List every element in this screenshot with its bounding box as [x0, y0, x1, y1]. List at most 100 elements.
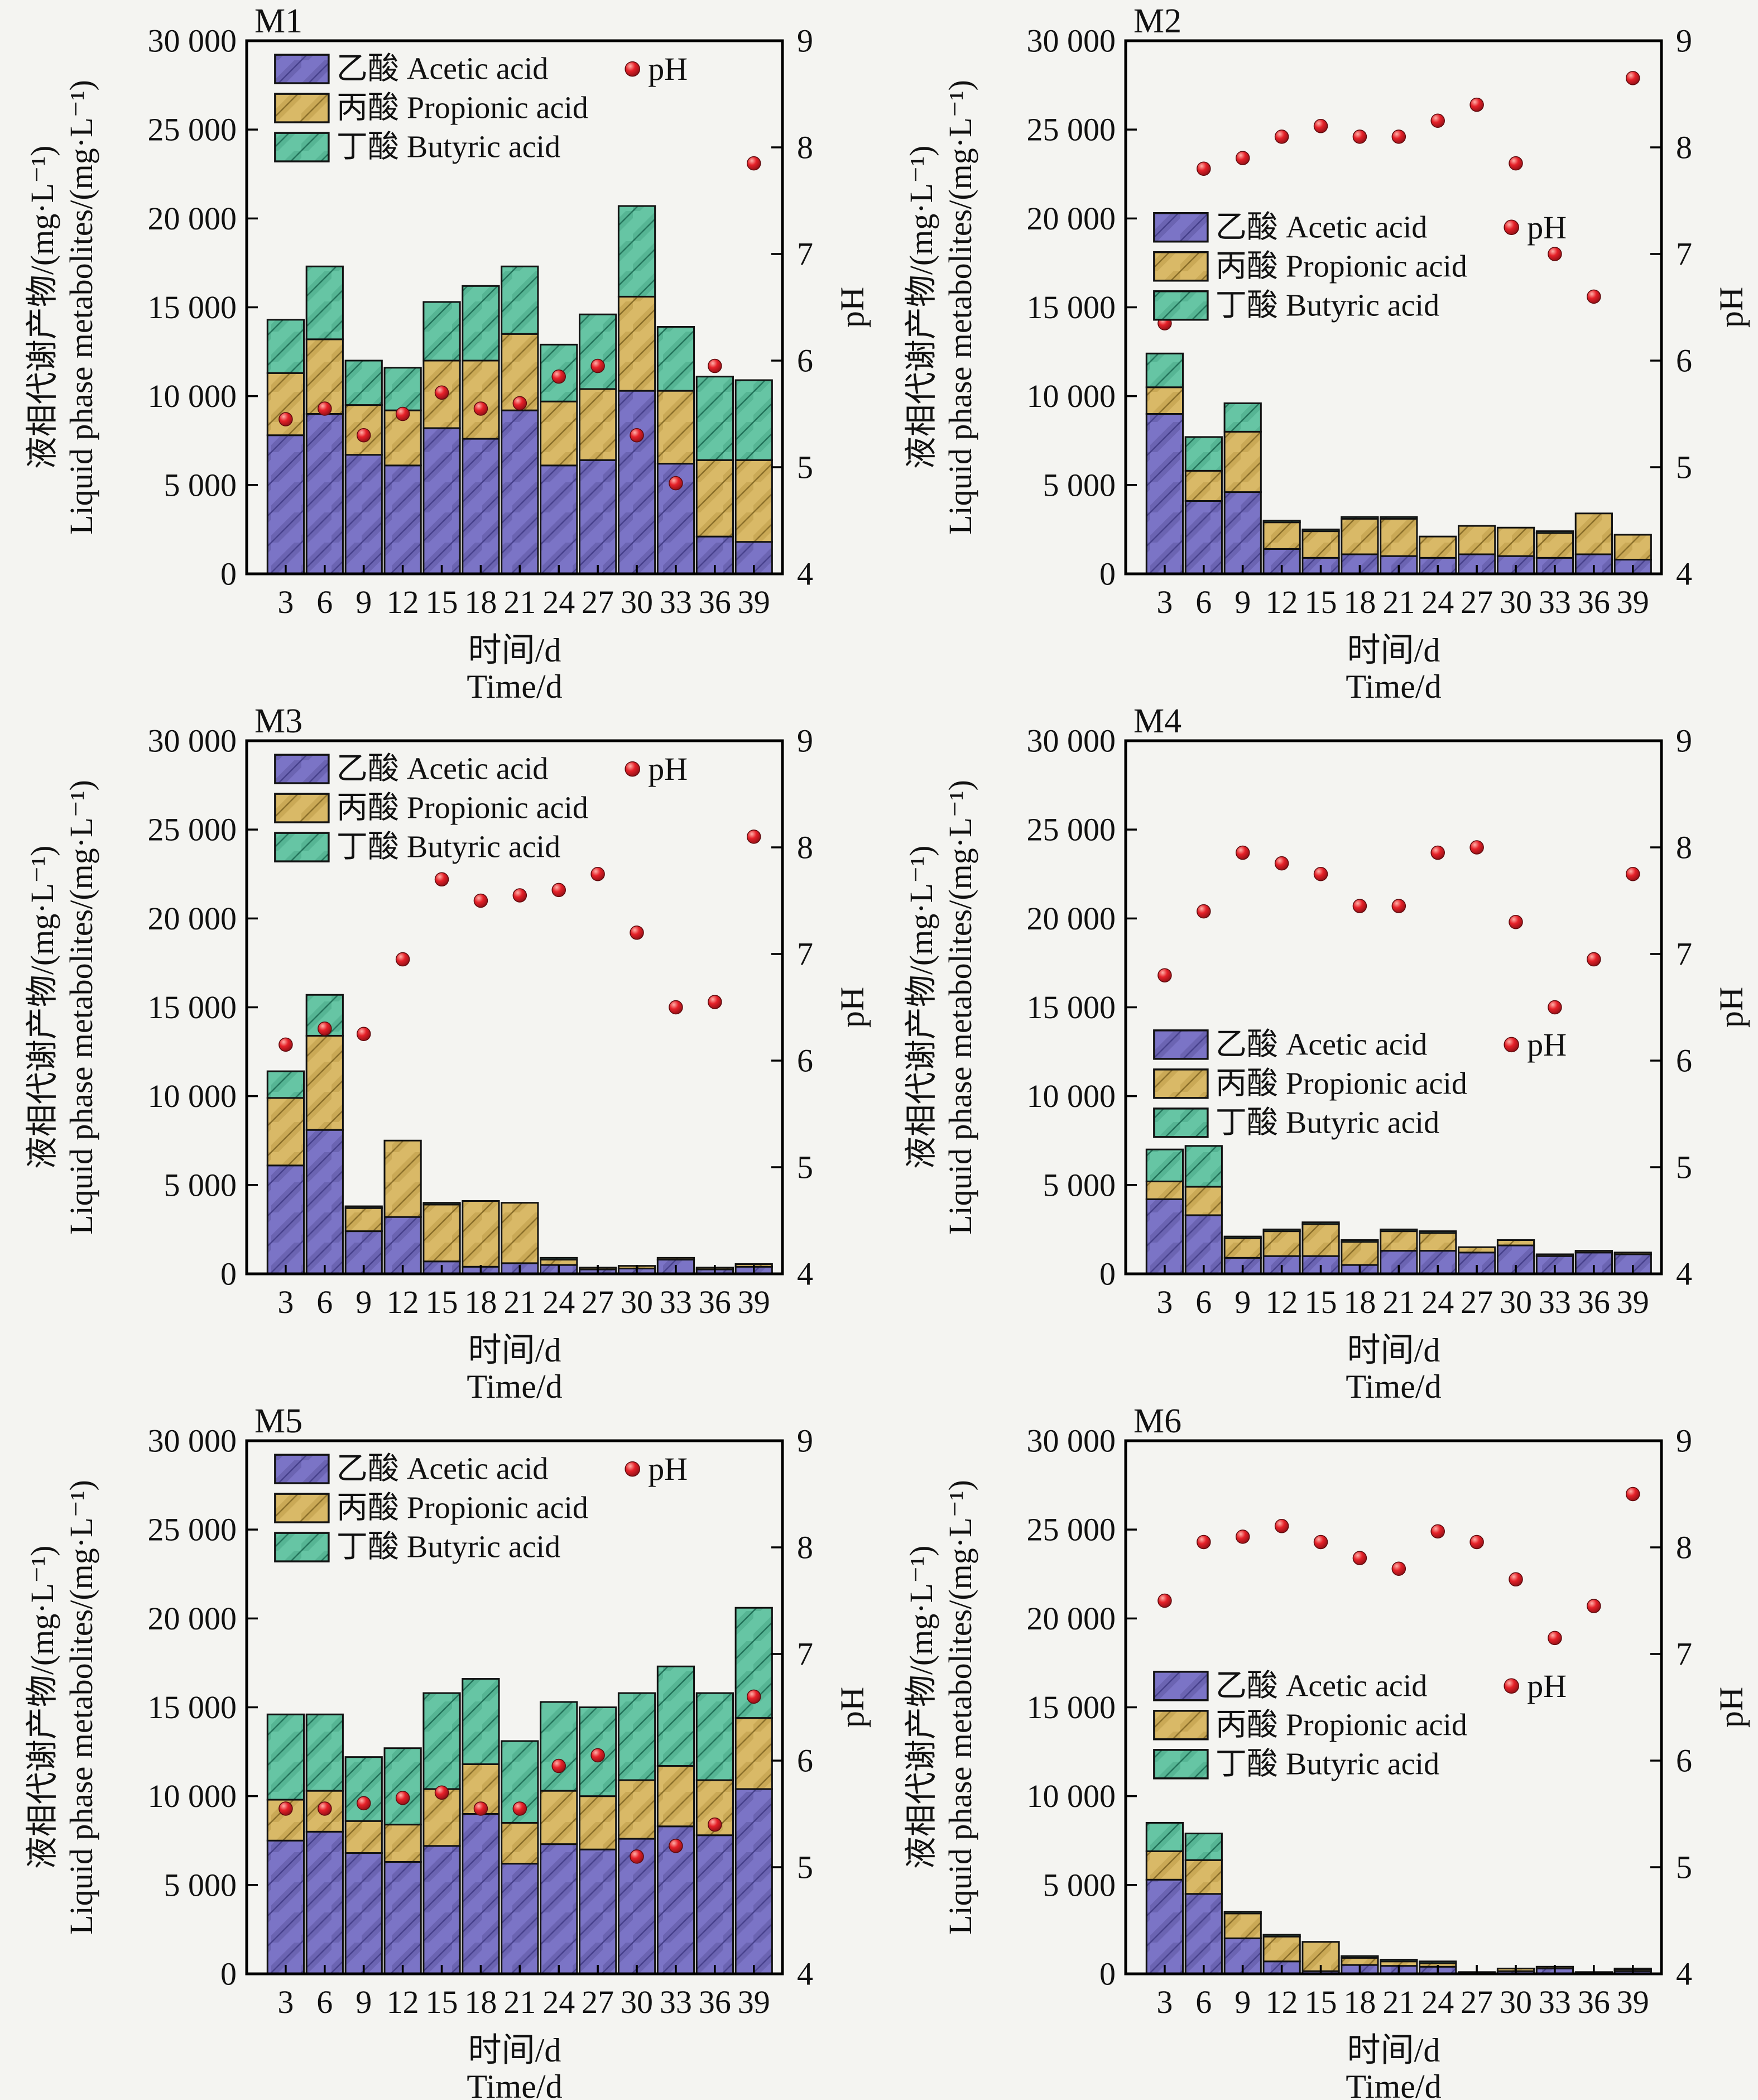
bar-segment-acetic [422, 1845, 461, 1975]
ph-point [1509, 156, 1523, 171]
ph-point [1430, 845, 1445, 860]
ph-point [1509, 914, 1523, 929]
bar-segment-propionic [1535, 1253, 1574, 1257]
ph-tick-label: 8 [797, 830, 813, 866]
ph-tick-label: 9 [797, 723, 813, 759]
x-tick-label: 9 [1235, 1984, 1251, 2020]
y-tick-label: 0 [1099, 556, 1116, 592]
ph-point [1625, 867, 1640, 881]
panel-m3: M3 0 5 000 10 000 15 000 20 000 25 000 30 000 4 5… [0, 700, 879, 1400]
ph-tick-label: 8 [797, 130, 813, 166]
ph-tick-label: 6 [797, 1043, 813, 1079]
y-tick-label: 10 000 [148, 378, 237, 414]
ph-point [1352, 130, 1367, 144]
legend-swatch-acetic [274, 1454, 330, 1484]
bar-segment-acetic [1223, 491, 1262, 575]
chart-m6: M6 0 5 000 10 000 15 000 20 000 25 000 30 000 4 5… [903, 1402, 1750, 2100]
ph-tick-label: 6 [1676, 1043, 1692, 1079]
x-tick-label: 15 [426, 584, 458, 620]
x-axis-label-en: Time/d [1346, 1368, 1441, 1400]
ph-point [434, 385, 449, 400]
y-axis-left: 0 5 000 10 000 15 000 20 000 25 000 30 000 [1027, 23, 1137, 592]
bar-segment-butyric [656, 1665, 695, 1767]
x-tick-label: 27 [582, 1984, 614, 2020]
ph-point [1197, 161, 1211, 176]
y-tick-label: 20 000 [1027, 900, 1116, 937]
ph-tick-label: 5 [1676, 449, 1692, 486]
y-tick-label: 10 000 [1027, 1778, 1116, 1814]
bar-segment-acetic [266, 1164, 305, 1275]
legend-ph-label: pH [1527, 209, 1567, 246]
ph-tick-label: 4 [1676, 556, 1692, 592]
bar-segment-propionic [462, 1200, 500, 1268]
ph-point [1274, 130, 1289, 144]
y-tick-label: 30 000 [1027, 1423, 1116, 1459]
legend: 乙酸 Acetic acid 丙酸 Propionic acid 丁酸 Butyri… [274, 51, 688, 165]
x-tick-label: 27 [1461, 1284, 1493, 1320]
bar-segment-acetic [1145, 1198, 1184, 1275]
y-tick-label: 0 [1099, 1256, 1116, 1292]
bar-segment-acetic [266, 1839, 305, 1975]
x-tick-label: 9 [356, 1984, 372, 2020]
ph-point [473, 1801, 488, 1816]
y-tick-label: 20 000 [148, 200, 237, 237]
ph-point [356, 428, 371, 443]
plot-frame [245, 39, 784, 576]
x-tick-label: 27 [582, 1284, 614, 1320]
ph-tick-label: 8 [1676, 1530, 1692, 1566]
x-tick-label: 12 [1266, 584, 1298, 620]
ph-point [1197, 904, 1211, 919]
x-axis: 3 6 9 12 15 18 21 24 27 30 33 36 39 [1156, 1965, 1649, 2020]
bar-segment-propionic [501, 1821, 539, 1865]
bar-segment-butyric [617, 205, 656, 298]
bar-segment-butyric [1145, 1148, 1184, 1182]
y-tick-label: 30 000 [1027, 23, 1116, 59]
bar-segment-propionic [1574, 1250, 1613, 1254]
bar-segment-butyric [1419, 1230, 1457, 1234]
x-axis-label-en: Time/d [1346, 668, 1441, 700]
y-tick-label: 30 000 [148, 1423, 237, 1459]
ph-tick-label: 7 [797, 1636, 813, 1672]
x-tick-label: 15 [1305, 1284, 1337, 1320]
ph-tick-label: 9 [1676, 723, 1692, 759]
x-axis: 3 6 9 12 15 18 21 24 27 30 33 36 39 [277, 1265, 770, 1320]
bar-segment-acetic [1184, 1893, 1223, 1975]
bar-segment-butyric [1223, 402, 1262, 433]
bar-segment-propionic [1301, 1223, 1340, 1257]
ph-point [473, 893, 488, 908]
ph-point [434, 872, 449, 887]
y-tick-label: 0 [1099, 1956, 1116, 1992]
bar-segment-butyric [1301, 528, 1340, 533]
bar-segment-propionic [1223, 1237, 1262, 1259]
panel-m6: M6 0 5 000 10 000 15 000 20 000 25 000 30 000 4 5… [879, 1400, 1758, 2100]
y-tick-label: 30 000 [148, 23, 237, 59]
chart-m1: M1 0 5 000 10 000 15 000 20 000 25 000 30 000 4 5… [24, 2, 871, 700]
bar-segment-propionic [383, 1139, 422, 1218]
bar-segment-propionic [540, 400, 578, 467]
legend-label-butyric: 丁酸 Butyric acid [337, 130, 560, 165]
legend-swatch-propionic [1153, 1710, 1209, 1741]
bar-segment-acetic [617, 390, 656, 575]
ph-point [512, 396, 527, 411]
x-tick-label: 39 [738, 584, 770, 620]
bar-segment-butyric [1223, 1235, 1262, 1239]
y-tick-label: 20 000 [1027, 200, 1116, 237]
y-tick-label: 20 000 [1027, 1600, 1116, 1637]
legend: 乙酸 Acetic acid 丙酸 Propionic acid 丁酸 Butyri… [274, 751, 688, 865]
bars [266, 205, 773, 575]
x-tick-label: 6 [316, 1284, 333, 1320]
bar-segment-butyric [1380, 1228, 1418, 1233]
bar-segment-butyric [462, 1678, 500, 1765]
bar-segment-propionic [540, 1790, 578, 1845]
y-tick-label: 5 000 [164, 1167, 237, 1203]
ph-point [512, 888, 527, 903]
x-tick-label: 33 [1539, 584, 1571, 620]
ph-point [1235, 1530, 1250, 1544]
legend-swatch-acetic [274, 754, 330, 784]
bar-segment-butyric [1262, 1934, 1301, 1938]
x-tick-label: 24 [542, 584, 575, 620]
x-tick-label: 30 [621, 584, 653, 620]
x-tick-label: 3 [277, 1284, 294, 1320]
y-tick-label: 15 000 [148, 289, 237, 325]
ph-point [1430, 1524, 1445, 1539]
